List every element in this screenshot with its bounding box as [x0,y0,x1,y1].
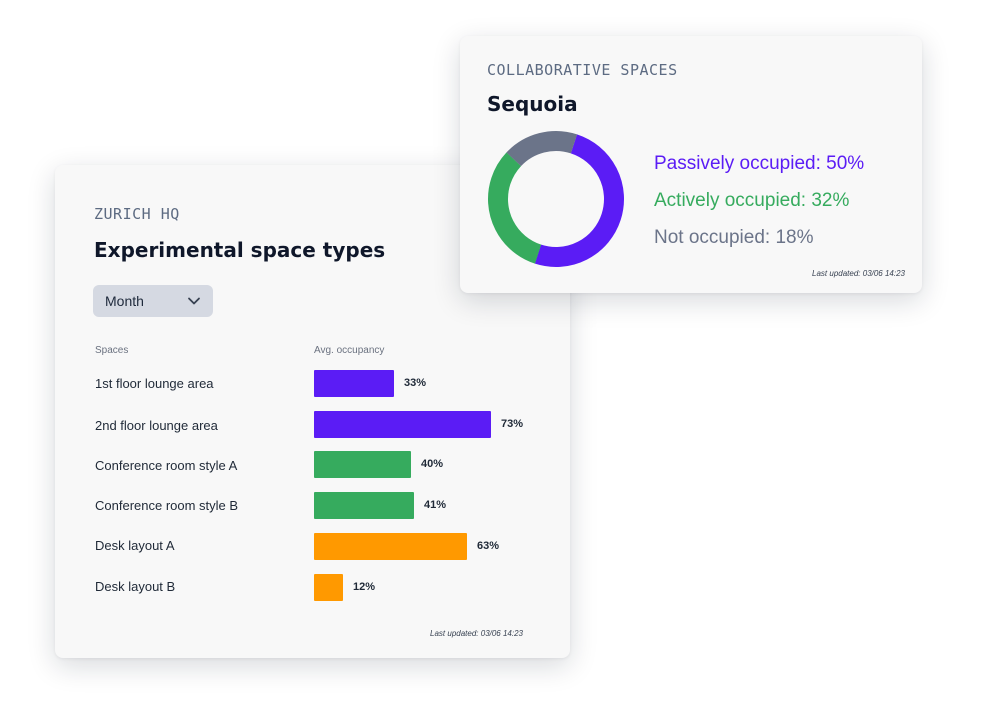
bar-value-label: 63% [477,540,500,552]
bar-value-label: 73% [501,418,524,430]
legend-not-occupied: Not occupied: 18% [654,227,814,248]
column-header-occupancy: Avg. occupancy [314,345,385,356]
bar-value-label: 40% [421,458,444,470]
row-label: Desk layout A [95,538,175,553]
occupancy-bar [314,533,467,560]
period-dropdown[interactable]: Month [93,285,213,317]
section-label: COLLABORATIVE SPACES [487,61,678,79]
row-label: 2nd floor lounge area [95,418,218,433]
column-header-spaces: Spaces [95,345,129,356]
row-label: 1st floor lounge area [95,376,214,391]
period-dropdown-label: Month [105,293,144,309]
row-label: Conference room style A [95,458,238,473]
location-label: ZURICH HQ [94,205,180,223]
row-label: Conference room style B [95,498,239,513]
legend-passively-occupied: Passively occupied: 50% [654,153,865,174]
occupancy-bar [314,574,343,601]
bar-value-label: 12% [353,581,376,593]
occupancy-bar [314,451,411,478]
collaborative-spaces-card: COLLABORATIVE SPACES Sequoia Passively o… [460,36,922,293]
row-label: Desk layout B [95,579,176,594]
bar-value-label: 41% [424,499,447,511]
occupancy-bar [314,411,491,438]
occupancy-bar [314,370,394,397]
card-title: Sequoia [487,92,578,116]
occupancy-donut-chart [488,131,624,267]
card-title: Experimental space types [94,238,386,262]
bar-value-label: 33% [404,377,427,389]
chevron-down-icon [188,297,200,305]
occupancy-bar [314,492,414,519]
last-updated: Last updated: 03/06 14:23 [430,629,523,638]
last-updated: Last updated: 03/06 14:23 [812,269,905,278]
legend-actively-occupied: Actively occupied: 32% [654,190,850,211]
